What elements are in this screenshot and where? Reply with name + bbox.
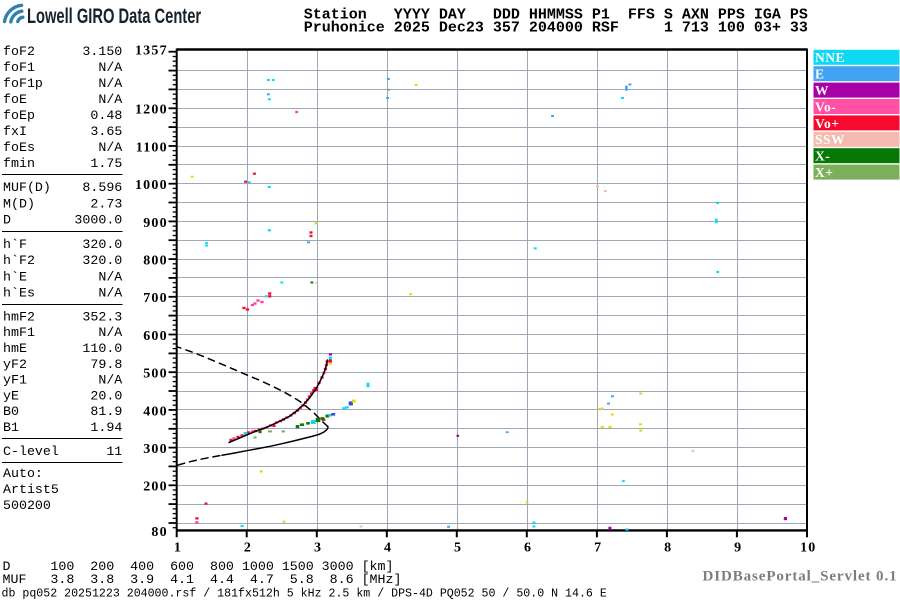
svg-text:0.48: 0.48 [90,108,122,123]
svg-text:D: D [3,212,11,227]
svg-text:3.65: 3.65 [90,124,122,139]
svg-text:110.0: 110.0 [82,341,122,356]
svg-text:C-level: C-level [3,444,59,459]
svg-text:1357: 1357 [135,44,168,59]
svg-text:1.75: 1.75 [90,156,122,171]
svg-text:SSW: SSW [815,132,845,147]
svg-text:Lowell GIRO Data Center: Lowell GIRO Data Center [27,3,201,28]
svg-text:X+: X+ [815,165,833,180]
svg-text:MUF(D): MUF(D) [3,180,51,195]
svg-text:yF1: yF1 [3,373,27,388]
svg-text:Pruhonice 2025 Dec23 357 20400: Pruhonice 2025 Dec23 357 204000 RSF 1 71… [304,19,808,36]
svg-text:W: W [815,83,829,98]
svg-text:h`F: h`F [3,237,27,252]
svg-text:500: 500 [143,367,168,382]
svg-text:5: 5 [454,541,462,556]
svg-text:N/A: N/A [98,269,122,284]
svg-text:foF1p: foF1p [3,76,43,91]
svg-text:fmin: fmin [3,156,35,171]
svg-text:N/A: N/A [98,76,122,91]
svg-text:hmE: hmE [3,341,27,356]
svg-text:20.0: 20.0 [90,388,122,403]
svg-text:3: 3 [314,541,322,556]
svg-text:Auto:: Auto: [3,466,43,481]
svg-text:Vo+: Vo+ [815,116,839,131]
svg-text:4: 4 [384,541,392,556]
svg-text:foE: foE [3,92,27,107]
svg-text:600: 600 [143,329,168,344]
svg-text:NNE: NNE [815,50,845,65]
svg-text:2: 2 [244,541,252,556]
svg-text:9: 9 [734,541,742,556]
svg-text:E: E [815,67,825,82]
svg-text:200: 200 [143,480,168,495]
svg-text:M(D): M(D) [3,196,35,211]
svg-text:MUF 3.8 3.8 3.9 4.1 4.4: MUF 3.8 3.8 3.9 4.1 4.4 4.7 5.8 8.6 [MHz… [3,572,402,587]
svg-text:foF2: foF2 [3,44,35,59]
svg-text:Station YYYY DAY DDD HHMMS: Station YYYY DAY DDD HHMMSS P1 FFS S AXN… [304,6,808,23]
svg-text:N/A: N/A [98,373,122,388]
svg-text:81.9: 81.9 [90,404,122,419]
svg-text:320.0: 320.0 [82,237,122,252]
svg-text:fxI: fxI [3,124,27,139]
svg-text:6: 6 [524,541,532,556]
svg-text:Artist5: Artist5 [3,482,59,497]
svg-text:hmF2: hmF2 [3,309,35,324]
svg-text:80: 80 [151,525,167,540]
svg-text:352.3: 352.3 [82,309,122,324]
svg-text:h`Es: h`Es [3,286,35,301]
svg-text:foEs: foEs [3,140,35,155]
svg-text:700: 700 [143,291,168,306]
svg-text:10: 10 [800,541,816,556]
svg-text:300: 300 [143,442,168,457]
svg-text:1200: 1200 [135,103,168,118]
svg-text:7: 7 [594,541,602,556]
svg-text:500200: 500200 [3,498,51,513]
svg-text:1: 1 [174,541,182,556]
svg-text:B0: B0 [3,404,19,419]
svg-text:X-: X- [815,149,830,164]
svg-text:800: 800 [143,254,168,269]
svg-text:900: 900 [143,216,168,231]
svg-text:B1: B1 [3,420,19,435]
svg-text:8.596: 8.596 [82,180,122,195]
svg-text:2.73: 2.73 [90,196,122,211]
svg-text:3000.0: 3000.0 [74,212,122,227]
svg-text:h`F2: h`F2 [3,253,35,268]
svg-text:N/A: N/A [98,92,122,107]
svg-text:D 100 200 400 600 800: D 100 200 400 600 800 1000 1500 3000 [km… [3,559,394,574]
svg-text:foF1: foF1 [3,60,35,75]
svg-text:8: 8 [664,541,672,556]
svg-text:N/A: N/A [98,60,122,75]
svg-text:yF2: yF2 [3,357,27,372]
svg-text:yE: yE [3,388,19,403]
svg-text:320.0: 320.0 [82,253,122,268]
svg-text:N/A: N/A [98,286,122,301]
svg-text:db pq052 20251223 204000.rsf /: db pq052 20251223 204000.rsf / 181fx512h… [2,588,607,600]
svg-text:N/A: N/A [98,140,122,155]
svg-text:DIDBasePortal_Servlet 0.1: DIDBasePortal_Servlet 0.1 [703,569,898,585]
svg-text:Vo-: Vo- [815,99,836,114]
svg-text:400: 400 [143,404,168,419]
svg-text:hmF1: hmF1 [3,325,35,340]
svg-text:79.8: 79.8 [90,357,122,372]
svg-text:1100: 1100 [136,140,168,155]
svg-text:1000: 1000 [135,178,168,193]
svg-text:N/A: N/A [98,325,122,340]
svg-text:foEp: foEp [3,108,35,123]
svg-text:11: 11 [106,444,122,459]
svg-text:h`E: h`E [3,269,27,284]
svg-text:1.94: 1.94 [90,420,122,435]
svg-text:3.150: 3.150 [82,44,122,59]
